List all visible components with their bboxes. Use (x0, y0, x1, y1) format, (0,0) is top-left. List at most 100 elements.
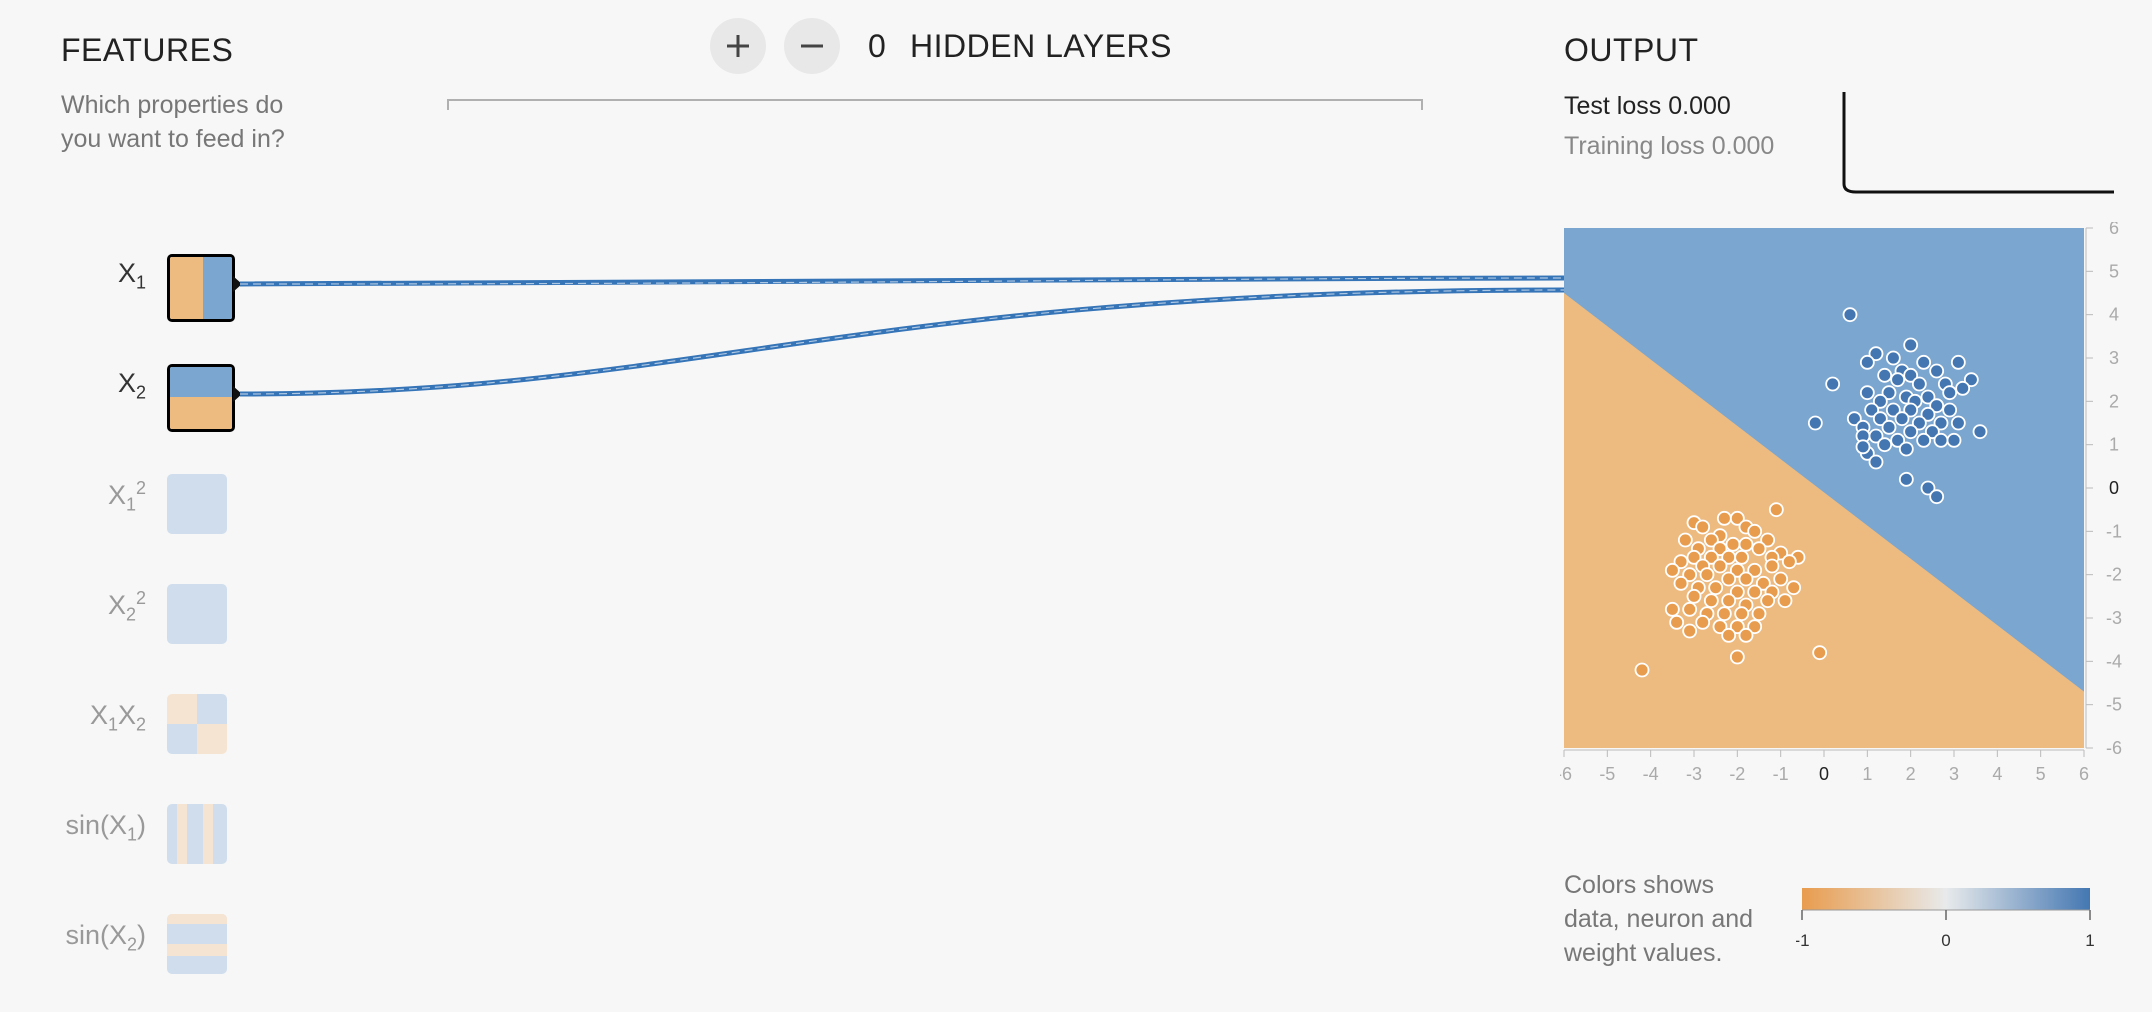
negative-point (1703, 549, 1719, 565)
positive-point (1881, 385, 1897, 401)
output-title: OUTPUT (1564, 32, 1699, 68)
y-tick-label: 2 (2109, 391, 2119, 411)
negative-point (1738, 571, 1754, 587)
negative-point (1773, 571, 1789, 587)
positive-point (1924, 424, 1940, 440)
positive-point (1868, 428, 1884, 444)
feature-node-x2[interactable] (167, 364, 235, 432)
y-tick-label: -2 (2106, 565, 2122, 585)
negative-point (1664, 601, 1680, 617)
negative-point (1760, 532, 1776, 548)
positive-point (1929, 489, 1945, 505)
negative-point (1682, 623, 1698, 639)
positive-point (1903, 337, 1919, 353)
y-tick-label: -3 (2106, 608, 2122, 628)
positive-point (1929, 363, 1945, 379)
feature-label-x1-squared: X12 (107, 478, 146, 515)
loss-chart (1842, 92, 2114, 194)
negative-point (1729, 510, 1745, 526)
positive-point (1920, 480, 1936, 496)
y-tick-label: -1 (2106, 521, 2122, 541)
positive-point (1916, 432, 1932, 448)
add-layer-button[interactable] (710, 18, 766, 74)
negative-point (1747, 523, 1763, 539)
y-tick-label: 4 (2109, 305, 2119, 325)
negative-point (1812, 645, 1828, 661)
feature-label-x2: X2 (117, 368, 146, 403)
positive-point (1903, 367, 1919, 383)
positive-point (1903, 402, 1919, 418)
negative-point (1686, 549, 1702, 565)
positive-point (1807, 415, 1823, 431)
negative-point (1777, 593, 1793, 609)
negative-point (1699, 567, 1715, 583)
negative-point (1682, 567, 1698, 583)
positive-point (1855, 439, 1871, 455)
negative-point (1664, 562, 1680, 578)
negative-point (1703, 532, 1719, 548)
negative-point (1673, 554, 1689, 570)
negative-point (1669, 614, 1685, 630)
positive-point (1946, 432, 1962, 448)
negative-point (1729, 649, 1745, 665)
positive-point (1963, 372, 1979, 388)
negative-point (1738, 627, 1754, 643)
feature-node-x2-squared[interactable] (167, 584, 227, 644)
feature-node-x1x2[interactable] (167, 694, 227, 754)
negative-point (1721, 571, 1737, 587)
feature-node-x1-squared[interactable] (167, 474, 227, 534)
legend-tick-pos: 1 (2085, 931, 2094, 950)
negative-point (1695, 614, 1711, 630)
legend-description: Colors shows data, neuron and weight val… (1564, 871, 1754, 967)
minus-icon (801, 44, 823, 48)
x-tick-label: -2 (1729, 764, 1745, 784)
y-tick-label: -6 (2106, 738, 2122, 758)
positive-point (1885, 402, 1901, 418)
negative-point (1716, 606, 1732, 622)
positive-point (1877, 437, 1893, 453)
x-tick-label: -4 (1643, 764, 1659, 784)
positive-point (1903, 424, 1919, 440)
negative-point (1734, 549, 1750, 565)
positive-point (1920, 389, 1936, 405)
feature-node-sin-x2[interactable] (167, 914, 227, 974)
negative-point (1712, 558, 1728, 574)
negative-point (1677, 532, 1693, 548)
positive-point (1942, 385, 1958, 401)
negative-point (1764, 558, 1780, 574)
negative-point (1755, 575, 1771, 591)
y-tick-label: 6 (2109, 222, 2119, 238)
negative-point (1760, 593, 1776, 609)
negative-point (1747, 562, 1763, 578)
negative-point (1695, 519, 1711, 535)
negative-point (1634, 662, 1650, 678)
feature-node-sin-x1[interactable] (167, 804, 227, 864)
negative-point (1729, 619, 1745, 635)
negative-point (1721, 627, 1737, 643)
negative-point (1729, 562, 1745, 578)
negative-point (1708, 580, 1724, 596)
negative-point (1729, 584, 1745, 600)
feature-label-x1x2: X1X2 (89, 700, 146, 735)
positive-point (1859, 385, 1875, 401)
plus-icon (727, 35, 749, 57)
node-x1-handle (233, 276, 242, 292)
negative-point (1751, 541, 1767, 557)
x-tick-label: 6 (2079, 764, 2089, 784)
y-tick-label: -4 (2106, 651, 2122, 671)
remove-layer-button[interactable] (784, 18, 840, 74)
legend-gradient (1802, 888, 2090, 910)
positive-region (1564, 228, 2084, 692)
positive-point (1898, 441, 1914, 457)
positive-point (1911, 415, 1927, 431)
negative-point (1712, 619, 1728, 635)
positive-point (1872, 393, 1888, 409)
link-x2-output[interactable] (239, 287, 1565, 397)
positive-point (1955, 380, 1971, 396)
feature-label-sin-x2: sin(X2) (65, 920, 146, 955)
positive-point (1868, 346, 1884, 362)
node-x2-handle (233, 386, 242, 402)
negative-point (1716, 510, 1732, 526)
legend-tick-neg: -1 (1796, 931, 1810, 950)
